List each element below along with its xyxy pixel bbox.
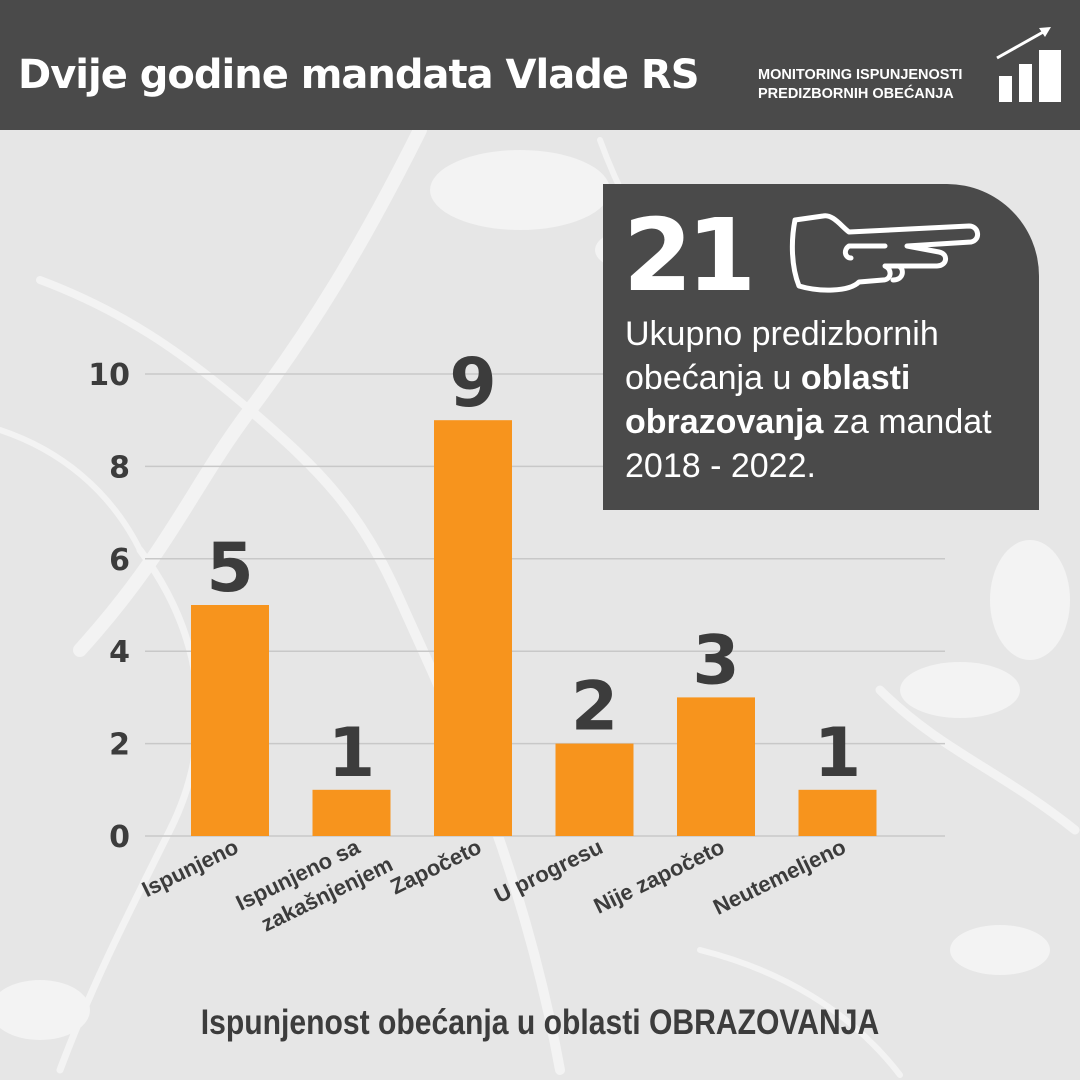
- y-tick-label: 8: [109, 450, 130, 485]
- bar-6: [798, 789, 877, 836]
- bar-3: [434, 420, 512, 836]
- bar-1: [191, 605, 269, 836]
- data-label: 2: [571, 668, 618, 747]
- total-promises-callout: 21 Ukupno predizbornih obećanja u oblast…: [603, 184, 1039, 510]
- page-title: Dvije godine mandata Vlade RS: [18, 52, 700, 98]
- data-label: 1: [814, 714, 861, 793]
- x-tick-label: Započeto: [386, 834, 485, 899]
- chart-caption: Ispunjenost obećanja u oblasti OBRAZOVAN…: [76, 1003, 1005, 1043]
- data-label: 1: [328, 714, 375, 793]
- header-subtitle-line2: PREDIZBORNIH OBEĆANJA: [758, 86, 954, 102]
- callout-text-bold: oblasti obrazovanja: [625, 359, 911, 441]
- pointing-hand-icon: [789, 213, 980, 293]
- y-tick-label: 10: [88, 358, 130, 393]
- total-promises-number: 21: [623, 197, 756, 314]
- callout-text-2: za mandat 2018 - 2022.: [625, 403, 992, 485]
- caption-regular: Ispunjenost obećanja u oblasti: [200, 1003, 650, 1042]
- y-tick-label: 6: [109, 543, 130, 578]
- header-bar: Dvije godine mandata Vlade RS MONITORING…: [0, 0, 1080, 130]
- data-label: 5: [206, 529, 253, 608]
- data-label: 3: [692, 621, 739, 700]
- caption-bold: OBRAZOVANJA: [649, 1003, 880, 1042]
- header-subtitle-line1: MONITORING ISPUNJENOSTI: [758, 67, 963, 83]
- callout-description: Ukupno predizbornih obećanja u oblasti o…: [625, 312, 1035, 488]
- bar-2: [312, 789, 391, 836]
- y-tick-label: 0: [109, 820, 130, 855]
- x-tick-label: Ispunjeno: [138, 834, 242, 902]
- y-tick-label: 4: [109, 635, 130, 670]
- x-tick-label: Neutemeljeno: [709, 834, 850, 920]
- callout-text-1: Ukupno predizbornih obećanja u: [625, 315, 939, 397]
- rising-bars-arrow-icon: [996, 27, 1061, 102]
- bar-4: [555, 743, 634, 836]
- bar-5: [677, 697, 755, 836]
- x-tick-label: Ispunjeno sazakašnjenjem: [232, 824, 397, 942]
- y-tick-label: 2: [109, 728, 130, 763]
- x-tick-label: Nije započeto: [590, 834, 728, 919]
- background-texture: [0, 130, 1080, 1078]
- header-subtitle: MONITORING ISPUNJENOSTI PREDIZBORNIH OBE…: [758, 66, 962, 104]
- data-label: 9: [449, 344, 496, 423]
